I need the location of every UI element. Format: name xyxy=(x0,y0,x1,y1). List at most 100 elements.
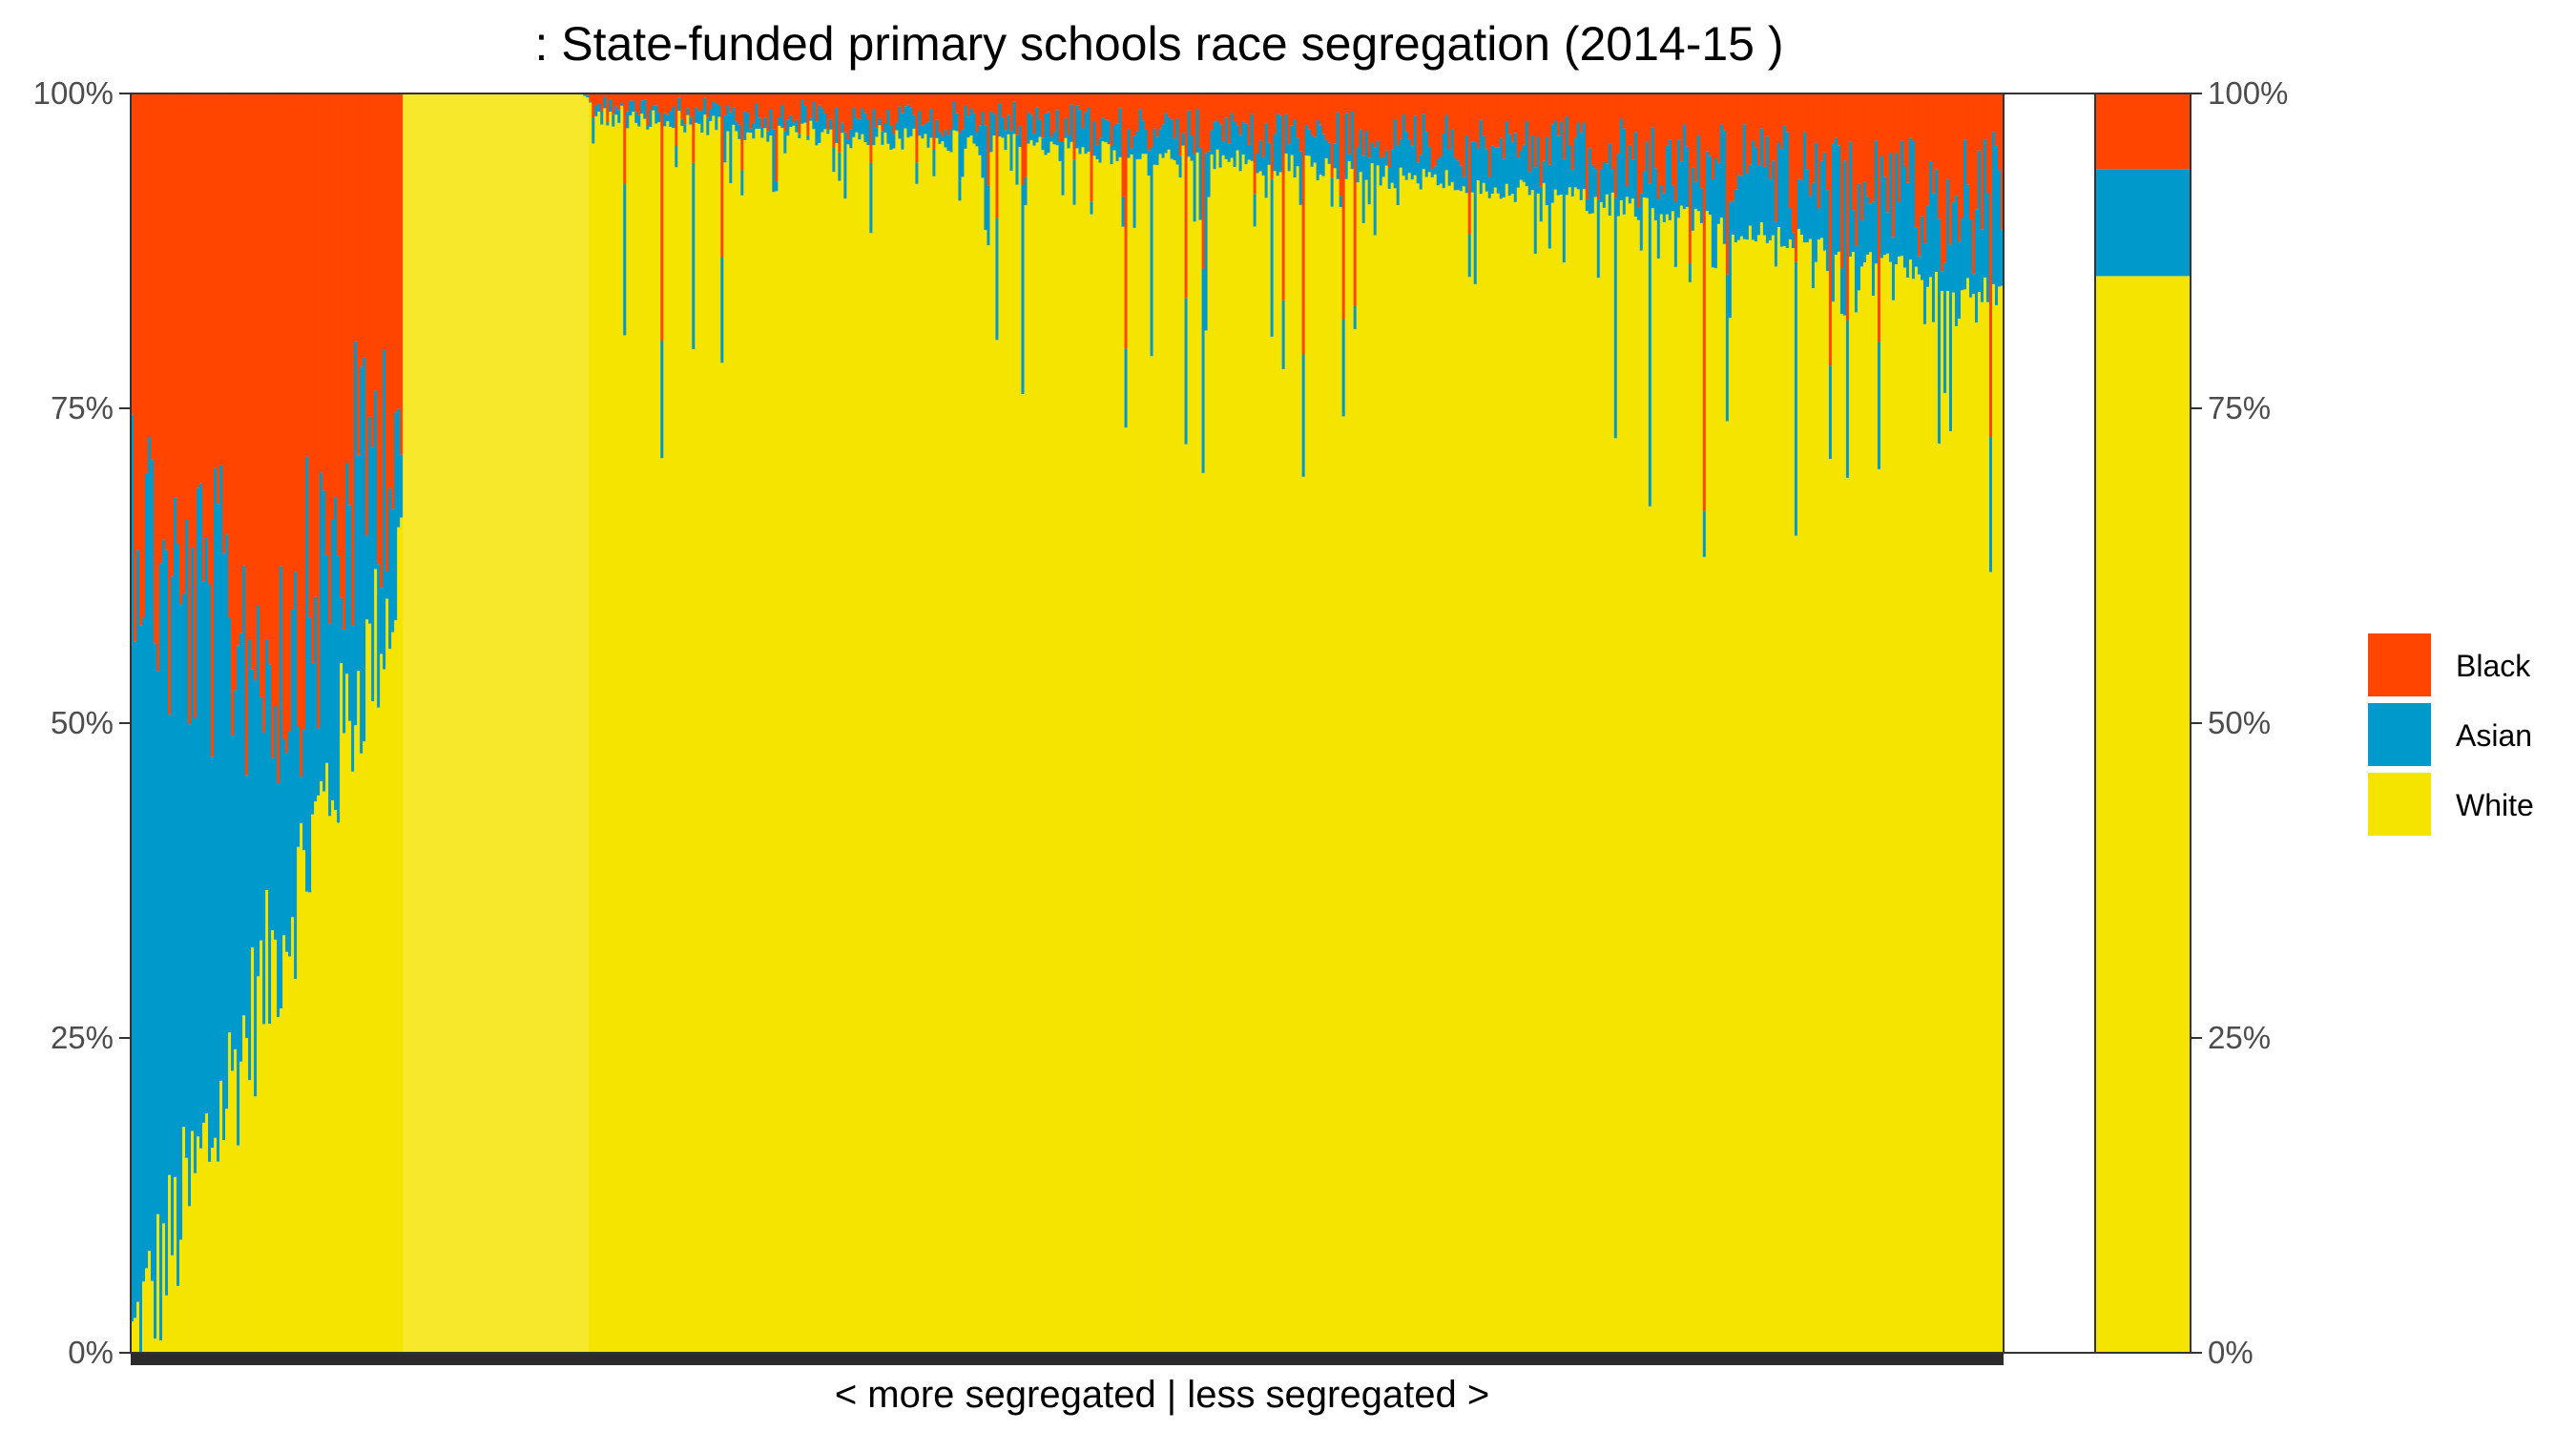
bar-white xyxy=(623,335,627,1354)
bar-white xyxy=(809,120,813,1353)
bar-black xyxy=(1015,93,1019,135)
bar-black xyxy=(958,93,962,134)
bar-asian xyxy=(222,552,226,1141)
bar-asian xyxy=(1090,201,1093,215)
bar-white xyxy=(1399,167,1403,1353)
bar-white xyxy=(987,245,990,1354)
bar-black xyxy=(228,93,232,619)
bar-black xyxy=(1582,93,1587,123)
bar-asian xyxy=(1061,141,1065,196)
bar-black xyxy=(1748,93,1753,165)
bar-asian xyxy=(1467,234,1472,278)
bar-asian xyxy=(1808,196,1813,239)
bar-white xyxy=(1622,214,1627,1354)
bar-white xyxy=(328,816,332,1353)
bar-white xyxy=(1693,208,1698,1354)
bar-asian xyxy=(1822,152,1827,251)
bar-asian xyxy=(1960,218,1964,291)
bar-white xyxy=(162,1223,166,1353)
bar-black xyxy=(300,93,303,777)
bar-white xyxy=(400,517,404,1353)
bar-white xyxy=(758,128,761,1354)
bar-black xyxy=(380,93,384,589)
bar-white xyxy=(337,822,341,1353)
bar-asian xyxy=(377,564,381,708)
bar-white xyxy=(1462,186,1466,1354)
bar-white xyxy=(955,131,959,1353)
bar-black xyxy=(946,93,950,135)
bar-asian xyxy=(838,152,841,181)
bar-white xyxy=(743,139,747,1353)
bar-asian xyxy=(297,726,301,847)
bar-asian xyxy=(191,547,195,1131)
bar-white xyxy=(1256,173,1260,1354)
bar-asian xyxy=(1396,145,1401,206)
bar-asian xyxy=(952,100,956,131)
bar-white xyxy=(1384,165,1389,1354)
bar-white xyxy=(975,146,979,1353)
bar-asian xyxy=(1751,140,1755,240)
bar-asian xyxy=(1301,354,1306,477)
bar-asian xyxy=(251,669,255,948)
bar-white xyxy=(1762,235,1767,1354)
bar-black xyxy=(288,93,292,732)
bar-black xyxy=(1009,93,1013,132)
bar-black xyxy=(174,93,177,498)
bar-asian xyxy=(1802,132,1807,243)
bar-asian xyxy=(337,555,341,823)
bar-black xyxy=(786,93,790,120)
bar-white xyxy=(1759,221,1764,1353)
bar-asian xyxy=(889,125,893,150)
bar-asian xyxy=(666,114,670,122)
bar-white xyxy=(1682,209,1687,1354)
bar-white xyxy=(881,144,884,1353)
bar-white xyxy=(1802,242,1807,1353)
bar-white xyxy=(497,93,501,1353)
bar-black xyxy=(1739,93,1744,176)
bar-black xyxy=(717,93,721,105)
bar-asian xyxy=(1339,196,1343,208)
bar-black xyxy=(1605,93,1610,164)
bar-black xyxy=(197,93,200,488)
bar-black xyxy=(858,93,862,119)
bar-black xyxy=(1021,93,1025,185)
bar-black xyxy=(1347,93,1352,155)
bar-asian xyxy=(219,465,223,1081)
bar-asian xyxy=(989,111,993,153)
bar-white xyxy=(1376,165,1381,1353)
bar-asian xyxy=(1722,130,1727,244)
bar-black xyxy=(208,93,212,585)
bar-black xyxy=(1287,93,1292,145)
bar-white xyxy=(345,674,349,1353)
bar-black xyxy=(179,93,183,605)
bar-asian xyxy=(145,472,149,1269)
bar-asian xyxy=(1161,124,1165,158)
bar-black xyxy=(1905,93,1910,183)
bar-white xyxy=(1882,255,1887,1354)
bar-black xyxy=(632,93,635,101)
bar-asian xyxy=(343,630,346,734)
bar-black xyxy=(1439,93,1444,156)
bar-asian xyxy=(1453,157,1458,191)
bar-white xyxy=(812,129,816,1353)
bar-white xyxy=(1782,245,1787,1353)
bar-asian xyxy=(726,106,730,132)
bar-white xyxy=(918,135,922,1354)
bar-asian xyxy=(1465,135,1469,194)
bar-asian xyxy=(1948,244,1953,432)
bar-white xyxy=(1908,259,1913,1354)
bar-white xyxy=(1267,164,1272,1353)
bar-white xyxy=(314,800,318,1353)
bar-white xyxy=(1361,222,1366,1353)
bar-black xyxy=(1256,93,1260,154)
bar-asian xyxy=(1745,173,1750,240)
bar-black xyxy=(1230,93,1234,114)
bar-white xyxy=(998,136,1002,1353)
bar-asian xyxy=(1138,109,1142,159)
bar-asian xyxy=(800,99,804,124)
bar-asian xyxy=(1487,176,1492,198)
bar-white xyxy=(1121,226,1125,1353)
bar-asian xyxy=(1324,139,1329,158)
bar-asian xyxy=(1994,145,1999,305)
legend-swatch-asian xyxy=(2368,703,2431,766)
